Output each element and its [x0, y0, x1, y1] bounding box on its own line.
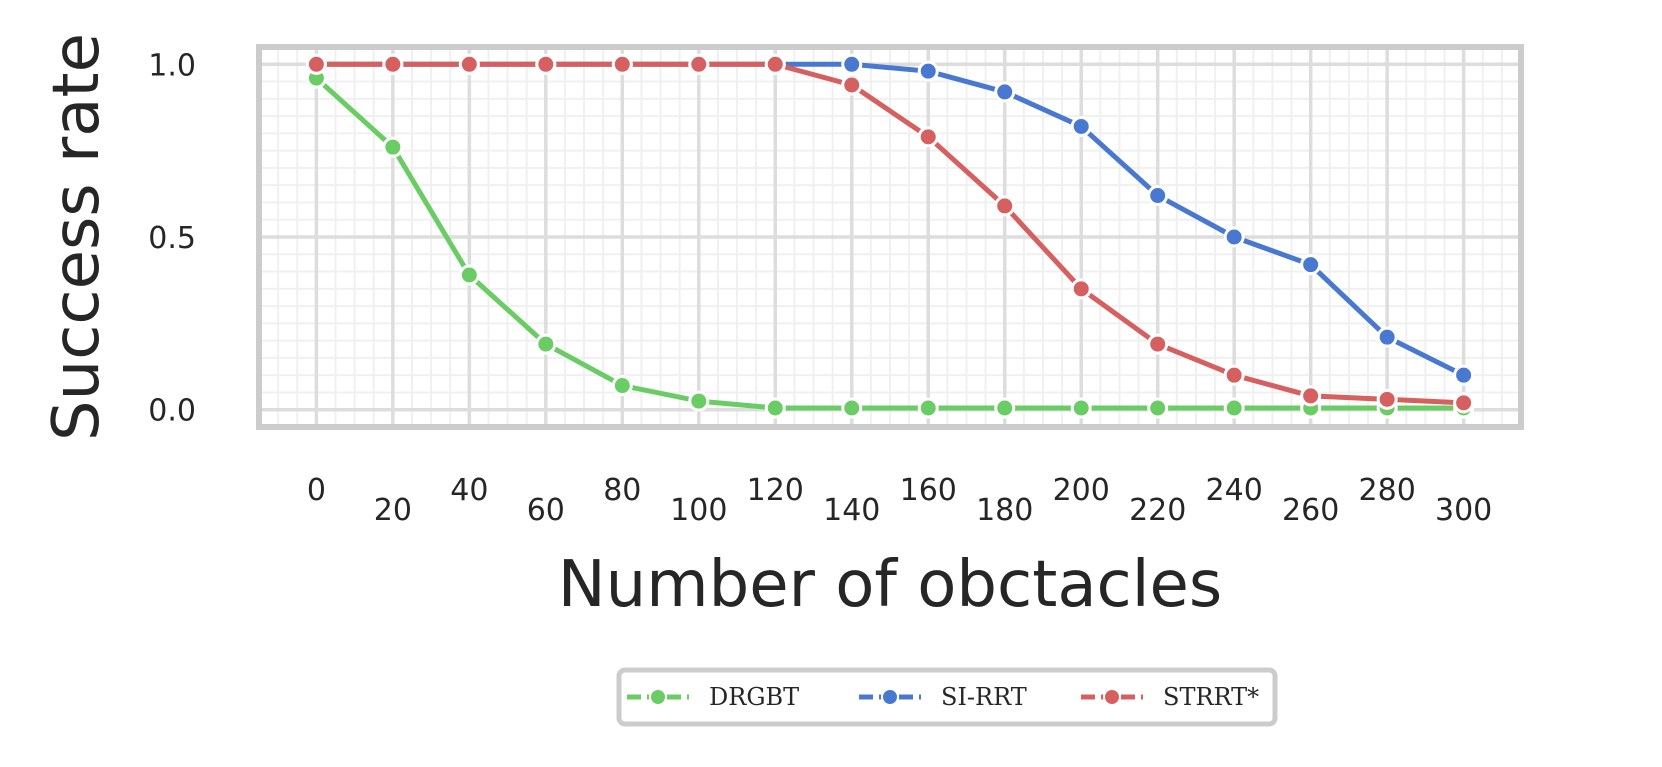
- data-point-si-rrt: [1453, 364, 1475, 386]
- legend: DRGBT SI-RRT STRRT*: [616, 667, 1278, 727]
- data-point-strrt: [917, 126, 939, 148]
- x-tick-label: 120: [747, 473, 804, 508]
- legend-label-drgbt: DRGBT: [709, 683, 799, 711]
- data-point-si-rrt: [1147, 185, 1169, 207]
- data-point-strrt: [841, 74, 863, 96]
- x-tick-label: 220: [1129, 493, 1186, 528]
- x-tick-label: 180: [976, 493, 1033, 528]
- data-point-strrt: [535, 53, 557, 75]
- y-axis-title: Success rate: [40, 33, 114, 441]
- data-point-strrt: [305, 53, 327, 75]
- data-point-drgbt: [917, 397, 939, 419]
- data-point-drgbt: [458, 264, 480, 286]
- data-point-si-rrt: [841, 53, 863, 75]
- x-tick-label: 0: [307, 473, 326, 508]
- x-tick-label: 60: [527, 493, 565, 528]
- data-point-drgbt: [841, 397, 863, 419]
- legend-marker-drgbt: [649, 688, 667, 706]
- x-tick-label: 140: [823, 493, 880, 528]
- data-point-strrt: [382, 53, 404, 75]
- data-point-drgbt: [688, 390, 710, 412]
- data-point-si-rrt: [1376, 326, 1398, 348]
- data-point-strrt: [1147, 333, 1169, 355]
- data-point-drgbt: [1070, 397, 1092, 419]
- data-point-strrt: [1300, 385, 1322, 407]
- x-tick-label: 300: [1435, 493, 1492, 528]
- data-point-si-rrt: [994, 81, 1016, 103]
- legend-label-strrt: STRRT*: [1163, 683, 1259, 711]
- data-point-drgbt: [535, 333, 557, 355]
- major-grid: [259, 47, 1521, 427]
- x-tick-label: 260: [1282, 493, 1339, 528]
- data-point-si-rrt: [1300, 254, 1322, 276]
- data-point-drgbt: [611, 375, 633, 397]
- data-point-drgbt: [764, 397, 786, 419]
- data-point-drgbt: [1223, 397, 1245, 419]
- data-point-strrt: [611, 53, 633, 75]
- legend-marker-strrt: [1103, 688, 1121, 706]
- series-layer: [305, 53, 1475, 419]
- x-tick-label: 100: [670, 493, 727, 528]
- legend-marker-si-rrt: [881, 688, 899, 706]
- data-point-drgbt: [994, 397, 1016, 419]
- data-point-strrt: [1223, 364, 1245, 386]
- data-point-strrt: [1070, 278, 1092, 300]
- x-tick-label: 200: [1053, 473, 1110, 508]
- y-tick-label: 1.0: [148, 48, 196, 83]
- data-point-strrt: [994, 195, 1016, 217]
- x-tick-labels: 0 20 40 60 80 100 120 140 160 180 200 220 240 260 280 3…: [307, 473, 1492, 528]
- data-point-strrt: [458, 53, 480, 75]
- x-tick-label: 80: [603, 473, 641, 508]
- legend-box: [616, 667, 1278, 727]
- data-point-drgbt: [1147, 397, 1169, 419]
- plot-frame: [256, 44, 1524, 430]
- y-tick-label: 0.5: [148, 221, 196, 256]
- data-point-si-rrt: [1223, 226, 1245, 248]
- data-point-strrt: [764, 53, 786, 75]
- data-point-strrt: [1453, 392, 1475, 414]
- data-point-strrt: [1376, 388, 1398, 410]
- x-tick-label: 20: [374, 493, 412, 528]
- data-point-strrt: [688, 53, 710, 75]
- data-point-si-rrt: [917, 60, 939, 82]
- y-tick-label: 0.0: [148, 394, 196, 429]
- y-tick-labels: 0.0 0.5 1.0: [148, 48, 196, 428]
- x-axis-title: Number of obctacles: [558, 548, 1222, 622]
- x-tick-label: 40: [450, 473, 488, 508]
- series-line-drgbt: [314, 76, 1464, 411]
- series-line-strrt: [316, 61, 1464, 406]
- x-tick-label: 280: [1359, 473, 1416, 508]
- x-tick-label: 240: [1206, 473, 1263, 508]
- x-tick-label: 160: [900, 473, 957, 508]
- legend-label-si-rrt: SI-RRT: [941, 683, 1027, 711]
- data-point-drgbt: [382, 136, 404, 158]
- data-point-si-rrt: [1070, 115, 1092, 137]
